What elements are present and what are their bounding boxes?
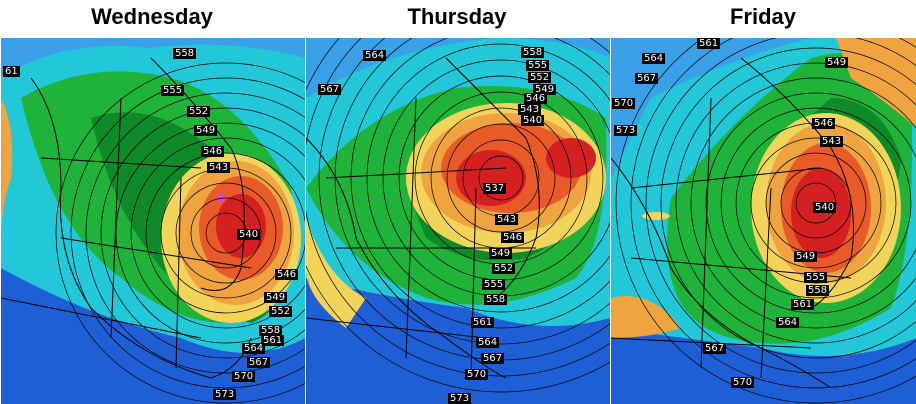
contour-label: 546	[275, 269, 299, 280]
red-region	[791, 168, 851, 258]
contour-label: 567	[318, 84, 342, 95]
northeast-orange-region	[836, 38, 916, 128]
contour-label: 558	[521, 47, 545, 58]
height-anomaly-map: 564 558 555 552 549 567 546 543 540 537 543 546 549 5…	[305, 38, 610, 404]
contour-label: 549	[194, 125, 218, 136]
contour-label: 543	[820, 136, 844, 147]
height-anomaly-map: 558 61 555 552 549 546 543 540 546 549 552 558 561 56…	[0, 38, 305, 404]
magenta-core	[217, 194, 225, 202]
contour-label: 546	[501, 232, 525, 243]
contour-label: 543	[518, 104, 542, 115]
contour-label: 543	[207, 162, 231, 173]
red-region-east	[546, 138, 596, 178]
panel-title: Thursday	[407, 4, 507, 29]
height-anomaly-map: 561 564 549 567 570 573 546 543 540 549 555 558 561 5…	[610, 38, 916, 404]
contour-label: 540	[813, 202, 837, 213]
contour-label: 573	[614, 125, 638, 136]
map-svg	[1, 38, 305, 404]
small-yellow-spot	[642, 212, 670, 220]
panel-title: Wednesday	[91, 4, 213, 29]
contour-label: 564	[642, 53, 666, 64]
contour-label: 558	[259, 325, 283, 336]
height-contours	[615, 38, 916, 404]
panel-wednesday: Wednesday	[0, 0, 305, 404]
southwest-orange-region	[611, 296, 681, 338]
contour-label: 555	[804, 272, 828, 283]
contour-label: 570	[731, 377, 755, 388]
contour-label: 537	[483, 183, 507, 194]
contour-label: 558	[484, 294, 508, 305]
height-contours	[55, 62, 305, 404]
contour-label: 546	[201, 146, 225, 157]
contour-label: 552	[269, 306, 293, 317]
red-region	[456, 150, 526, 206]
contour-label: 564	[776, 317, 800, 328]
panel-friday: Friday	[610, 0, 916, 404]
contour-label: 555	[161, 85, 185, 96]
southwest-yellow-region	[306, 218, 366, 328]
coastlines-and-borders	[1, 57, 252, 379]
panel-title: Friday	[729, 4, 797, 29]
contour-label: 567	[703, 343, 727, 354]
contour-label: 564	[363, 50, 387, 61]
panel-thursday: Thursday	[305, 0, 610, 404]
contour-label: 543	[495, 214, 519, 225]
contour-label: 552	[187, 106, 211, 117]
contour-label: 570	[232, 371, 256, 382]
contour-label: 555	[482, 279, 506, 290]
contour-label: 564	[242, 343, 266, 354]
west-orange-region	[1, 98, 13, 238]
contour-label: 549	[489, 248, 513, 259]
contour-label: 558	[173, 48, 197, 59]
contour-label: 549	[264, 292, 288, 303]
contour-label: 540	[237, 229, 261, 240]
contour-label: 564	[476, 337, 500, 348]
contour-label: 546	[524, 93, 548, 104]
contour-label: 561	[791, 299, 815, 310]
map-svg	[306, 38, 610, 404]
contour-label: 573	[448, 393, 472, 404]
red-region	[216, 194, 266, 258]
contour-label: 549	[794, 251, 818, 262]
contour-label: 549	[825, 57, 849, 68]
contour-label: 552	[528, 72, 552, 83]
contour-label: 558	[806, 285, 830, 296]
contour-label: 61	[3, 66, 20, 77]
map-svg	[611, 38, 916, 404]
contour-label: 567	[481, 353, 505, 364]
contour-label: 561	[697, 38, 721, 49]
contour-label: 561	[261, 335, 285, 346]
contour-label: 567	[247, 357, 271, 368]
contour-label: 546	[812, 118, 836, 129]
contour-label: 540	[521, 115, 545, 126]
contour-label: 549	[533, 84, 557, 95]
contour-label: 561	[471, 317, 495, 328]
contour-label: 552	[492, 263, 516, 274]
contour-label: 555	[526, 60, 550, 71]
contour-label: 570	[612, 98, 636, 109]
contour-label: 567	[635, 73, 659, 84]
contour-label: 573	[213, 389, 237, 400]
contour-label: 570	[465, 369, 489, 380]
